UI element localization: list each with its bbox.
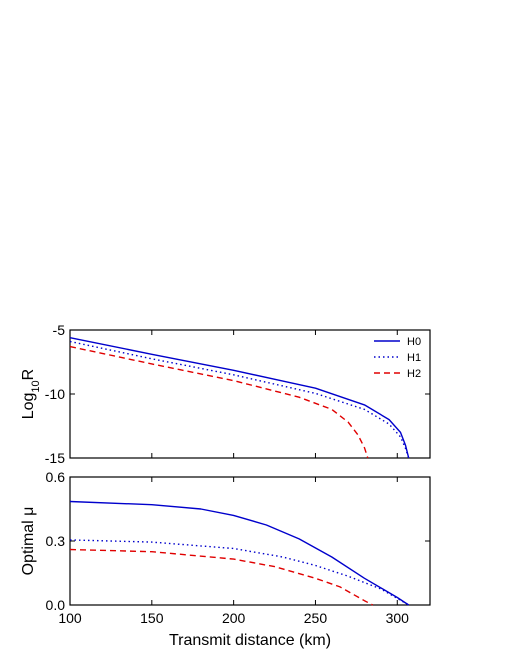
y-tick-label: -5 (53, 322, 66, 338)
x-tick-label: 300 (386, 610, 410, 626)
series-line-h2 (69, 345, 369, 459)
x-tick-label: 200 (222, 610, 246, 626)
bottom-panel: 100 150 200 250 300 0.0 0.3 0.6 Optimal μ Trans… (20, 469, 431, 649)
top-ticks: -5 -10 -15 (45, 322, 430, 466)
series-line-h1 (69, 539, 410, 606)
series-line-h2 (69, 548, 374, 606)
series-line-h0 (69, 337, 410, 459)
legend-label-h1: H1 (407, 352, 421, 364)
y-tick-label: 0.6 (46, 469, 66, 485)
y-title-tail: R (20, 369, 37, 381)
top-series-group (69, 337, 410, 459)
x-axis-title: Transmit distance (km) (169, 632, 331, 649)
bottom-series-group (69, 500, 410, 606)
y-tick-label: 0.3 (46, 533, 66, 549)
y-tick-label: -15 (45, 450, 65, 466)
bottom-y-axis-title: Optimal μ (20, 507, 37, 576)
top-panel: -5 -10 -15 H0 H1 H2 Log10R (20, 322, 431, 466)
x-tick-label: 250 (304, 610, 328, 626)
legend-label-h2: H2 (407, 368, 421, 380)
x-tick-label: 150 (140, 610, 164, 626)
top-y-axis-title: Log10R (20, 369, 42, 420)
y-title-subscript: 10 (30, 380, 42, 392)
series-line-h0 (69, 500, 410, 606)
bottom-ticks: 100 150 200 250 300 0.0 0.3 0.6 (46, 469, 430, 626)
y-title-base: Log (20, 393, 37, 420)
y-tick-label: 0.0 (46, 597, 66, 613)
legend: H0 H1 H2 (374, 336, 421, 380)
legend-label-h0: H0 (407, 336, 421, 348)
y-tick-label: -10 (45, 386, 65, 402)
x-tick-label: 100 (58, 610, 82, 626)
series-line-h1 (69, 340, 410, 459)
